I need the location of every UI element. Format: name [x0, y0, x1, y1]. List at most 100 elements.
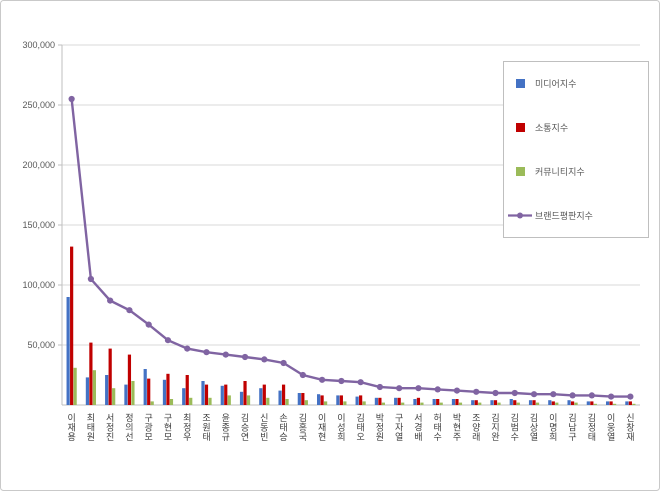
legend-label: 미디어지수: [535, 79, 576, 89]
bar: [227, 395, 231, 405]
legend-box: [503, 61, 649, 238]
line-marker: [261, 356, 268, 363]
bar: [509, 399, 513, 405]
line-marker: [126, 307, 133, 314]
legend-item-소통지수: 소통지수: [516, 123, 568, 133]
bar: [355, 396, 359, 405]
bar: [478, 402, 482, 405]
bar: [606, 401, 610, 405]
bar: [432, 399, 436, 405]
bar: [317, 394, 321, 405]
bar: [262, 384, 266, 405]
bar: [609, 401, 613, 405]
bar: [143, 369, 147, 405]
bar: [92, 370, 96, 405]
line-marker: [241, 353, 249, 361]
y-axis-tick-label: 250,000: [22, 100, 55, 110]
y-axis-tick-label: 50,000: [27, 340, 55, 350]
y-axis-tick-label: 100,000: [22, 280, 55, 290]
line-marker: [68, 95, 75, 103]
bar: [374, 397, 378, 405]
bar: [586, 401, 590, 405]
line-marker: [203, 349, 210, 356]
bar: [632, 403, 636, 405]
line-marker: [627, 393, 634, 400]
bar: [439, 402, 443, 405]
line-marker: [145, 321, 152, 328]
line-marker: [396, 385, 403, 392]
bar: [278, 390, 282, 405]
line-marker: [569, 392, 576, 399]
bar: [201, 381, 205, 405]
legend-label: 커뮤니티지수: [535, 167, 585, 177]
line-marker: [376, 383, 383, 391]
bar: [105, 375, 109, 405]
bar: [362, 401, 366, 405]
bar: [436, 399, 440, 405]
bar: [567, 400, 571, 405]
legend-swatch: [516, 79, 525, 88]
bar: [551, 401, 555, 405]
bar: [281, 384, 286, 405]
bar: [182, 388, 186, 405]
bar: [301, 393, 305, 405]
bar: [166, 373, 170, 405]
bar: [112, 388, 116, 405]
bar: [628, 401, 632, 405]
bar: [162, 379, 167, 405]
bar: [297, 393, 301, 405]
bar: [570, 401, 575, 405]
bar: [359, 395, 363, 405]
bar: [320, 395, 324, 405]
y-axis-tick-label: 300,000: [22, 40, 55, 50]
line-marker: [184, 345, 191, 352]
bar: [147, 378, 151, 405]
bar: [535, 402, 540, 405]
line-path: [70, 98, 631, 398]
bar: [285, 399, 289, 405]
bar: [127, 354, 132, 405]
bar: [89, 342, 93, 405]
bar: [339, 395, 343, 405]
bar: [243, 381, 247, 405]
bar: [593, 403, 597, 405]
line-marker: [588, 392, 595, 399]
line-marker: [338, 377, 345, 385]
bar: [208, 397, 212, 405]
legend-swatch: [516, 167, 525, 176]
bar: [471, 400, 475, 405]
bar: [220, 385, 224, 405]
bar: [455, 399, 459, 405]
line-marker: [107, 297, 114, 304]
line-marker: [434, 386, 441, 393]
bar: [189, 397, 193, 405]
bar: [574, 402, 578, 405]
bar: [458, 402, 463, 405]
legend-item-미디어지수: 미디어지수: [516, 79, 576, 89]
bar: [304, 400, 308, 405]
x-axis-labels: 이 재 용 최 태 원 서 정 진 정 의 선 구 광 모 구 현 모 최 정 우 조 원 태 윤 종 규 김 승 연 신 동 빈 손 태 승 김 홍 국 이…: [67, 412, 634, 442]
line-marker: [453, 387, 461, 394]
